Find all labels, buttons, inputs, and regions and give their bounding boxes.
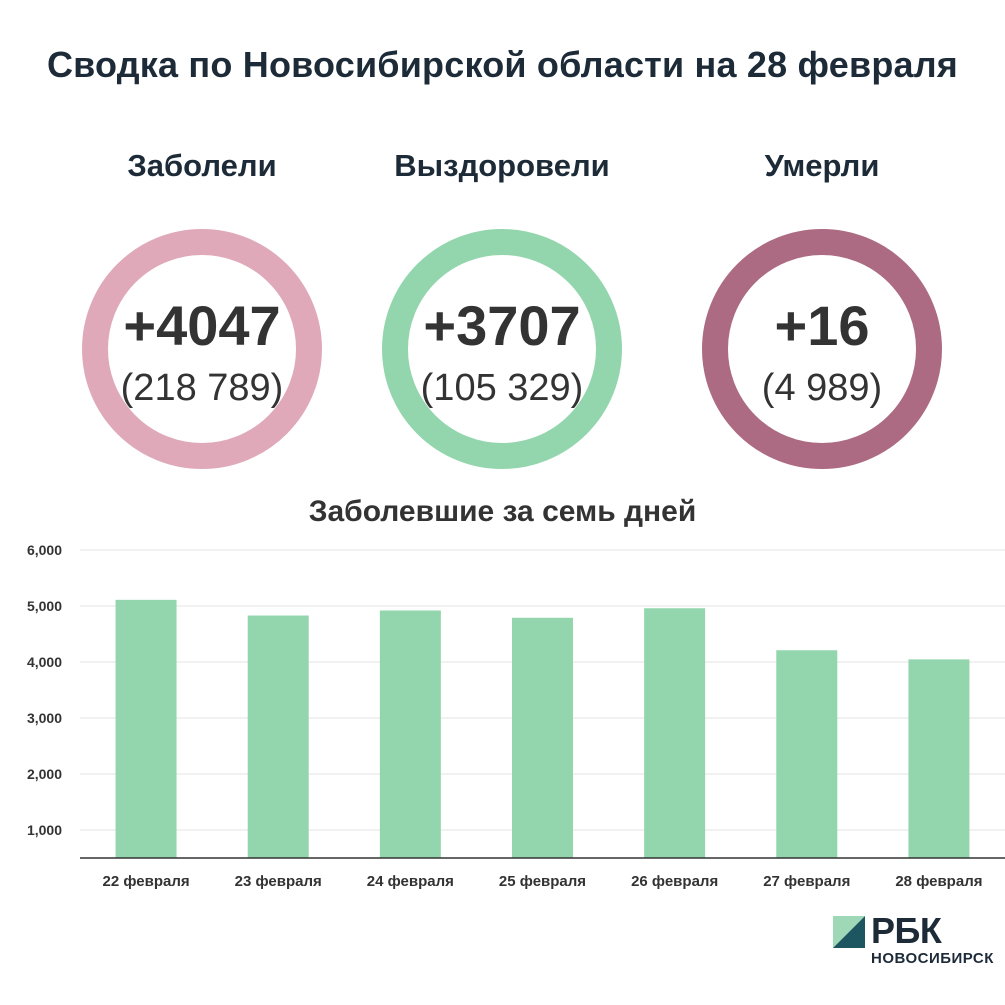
stat-new-value: +4047 bbox=[123, 294, 281, 357]
x-tick-label: 23 февраля bbox=[235, 873, 322, 890]
ring-infected: +4047 (218 789) bbox=[82, 229, 322, 469]
bar bbox=[908, 659, 970, 858]
ring-recovered: +3707 (105 329) bbox=[382, 229, 622, 469]
rbc-logo-icon bbox=[833, 916, 865, 948]
bar bbox=[512, 617, 573, 858]
y-tick-label: 1,000 bbox=[27, 822, 62, 838]
page-title: Сводка по Новосибирской области на 28 фе… bbox=[46, 44, 959, 85]
logo-name: РБК bbox=[871, 910, 942, 951]
stat-infected: Заболели +4047 (218 789) bbox=[62, 140, 342, 469]
rbc-logo: РБК НОВОСИБИРСК bbox=[833, 910, 998, 974]
x-tick-label: 26 февраля bbox=[631, 873, 718, 890]
weekly-cases-bar-chart: 1,000 2,000 3,000 4,000 5,000 6,000 22 февраля… bbox=[27, 542, 1005, 890]
stat-new-value: +3707 bbox=[423, 294, 581, 357]
bar bbox=[379, 610, 441, 858]
stat-new-value: +16 bbox=[774, 294, 870, 357]
bar bbox=[776, 650, 838, 858]
stat-deaths: Умерли +16 (4 989) bbox=[682, 140, 962, 469]
y-tick-label: 4,000 bbox=[27, 654, 62, 670]
stat-total-value: (105 329) bbox=[420, 367, 584, 409]
x-tick-label: 25 февраля bbox=[499, 873, 586, 890]
stat-total-value: (218 789) bbox=[120, 367, 284, 409]
bar bbox=[644, 608, 706, 858]
x-tick-label: 28 февраля bbox=[895, 873, 982, 890]
stat-total-value: (4 989) bbox=[761, 367, 883, 409]
x-tick-label: 22 февраля bbox=[103, 873, 190, 890]
chart-title: Заболевшие за семь дней bbox=[308, 495, 697, 528]
stat-recovered: Выздоровели +3707 (105 329) bbox=[362, 140, 642, 469]
stat-label: Заболели bbox=[127, 148, 277, 183]
bar bbox=[115, 599, 177, 858]
x-tick-label: 24 февраля bbox=[367, 873, 454, 890]
y-tick-label: 3,000 bbox=[27, 710, 62, 726]
ring-deaths: +16 (4 989) bbox=[702, 229, 942, 469]
y-tick-label: 2,000 bbox=[27, 766, 62, 782]
x-tick-label: 27 февраля bbox=[763, 873, 850, 890]
stat-label: Выздоровели bbox=[394, 148, 610, 183]
stat-label: Умерли bbox=[764, 148, 880, 183]
bar bbox=[247, 615, 309, 858]
y-tick-label: 5,000 bbox=[27, 598, 62, 614]
logo-region: НОВОСИБИРСК bbox=[871, 950, 994, 967]
y-tick-label: 6,000 bbox=[27, 542, 62, 558]
